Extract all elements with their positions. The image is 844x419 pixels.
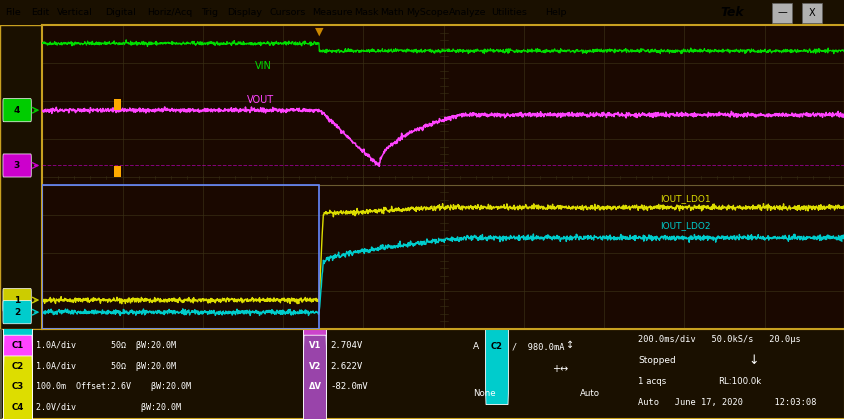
Text: Analyze: Analyze	[448, 8, 486, 17]
Text: MyScope: MyScope	[406, 8, 449, 17]
Text: C1: C1	[12, 341, 24, 349]
Text: Horiz/Acq: Horiz/Acq	[148, 8, 192, 17]
Text: /  980.0mA: / 980.0mA	[511, 342, 564, 352]
Bar	[42, 185, 319, 329]
Text: Display: Display	[227, 8, 262, 17]
Text: 1.0A/div       50Ω  βW:20.0M: 1.0A/div 50Ω βW:20.0M	[36, 341, 176, 349]
Text: VOUT: VOUT	[246, 95, 273, 105]
Text: Stopped: Stopped	[637, 356, 675, 365]
Text: Digital: Digital	[105, 8, 136, 17]
Text: X: X	[808, 8, 814, 18]
Text: 2.704V: 2.704V	[330, 341, 362, 349]
FancyBboxPatch shape	[3, 335, 32, 419]
FancyBboxPatch shape	[3, 289, 31, 312]
Text: Vertical: Vertical	[57, 8, 93, 17]
Text: 200.0ms/div   50.0kS/s   20.0µs: 200.0ms/div 50.0kS/s 20.0µs	[637, 335, 800, 344]
Text: File: File	[5, 8, 21, 17]
Text: Utilities: Utilities	[491, 8, 527, 17]
Text: —: —	[776, 8, 786, 18]
FancyBboxPatch shape	[3, 154, 31, 177]
Text: IOUT_LDO2: IOUT_LDO2	[660, 221, 710, 230]
Text: +↔: +↔	[551, 364, 567, 374]
Text: ΔV: ΔV	[308, 382, 321, 391]
Text: 2.622V: 2.622V	[330, 362, 362, 371]
Text: Math: Math	[380, 8, 403, 17]
Text: 1 acqs: 1 acqs	[637, 377, 665, 385]
FancyBboxPatch shape	[303, 316, 326, 418]
Text: C2: C2	[12, 362, 24, 371]
Bar	[771, 3, 791, 23]
Text: ▼: ▼	[315, 27, 323, 36]
Text: ◀: ◀	[834, 233, 841, 243]
Text: 1.0A/div       50Ω  βW:20.0M: 1.0A/div 50Ω βW:20.0M	[36, 362, 176, 371]
Text: b: b	[115, 167, 120, 176]
Text: 100.0m  Offset:2.6V    βW:20.0M: 100.0m Offset:2.6V βW:20.0M	[36, 382, 191, 391]
Text: None: None	[473, 389, 495, 398]
FancyBboxPatch shape	[3, 356, 32, 419]
Text: RL:100.0k: RL:100.0k	[717, 377, 760, 385]
Text: 3: 3	[14, 161, 20, 170]
Text: V1: V1	[308, 341, 321, 349]
Text: C3: C3	[12, 382, 24, 391]
Text: Measure: Measure	[311, 8, 352, 17]
Text: Trig: Trig	[201, 8, 218, 17]
Text: Auto: Auto	[579, 389, 599, 398]
FancyBboxPatch shape	[3, 316, 32, 418]
FancyBboxPatch shape	[3, 294, 32, 396]
FancyBboxPatch shape	[3, 301, 31, 324]
Text: ↓: ↓	[747, 354, 758, 367]
Text: VIN: VIN	[255, 61, 272, 71]
Text: Tek: Tek	[719, 6, 743, 19]
Text: A: A	[473, 342, 479, 352]
Text: Mask: Mask	[354, 8, 379, 17]
Text: 2: 2	[14, 308, 20, 317]
Text: 1: 1	[14, 295, 20, 305]
Text: -82.0mV: -82.0mV	[330, 382, 367, 391]
Text: ↕: ↕	[565, 340, 573, 350]
Bar	[801, 3, 821, 23]
Text: C4: C4	[12, 403, 24, 412]
Text: Help: Help	[544, 8, 565, 17]
Text: C2: C2	[490, 342, 502, 352]
FancyBboxPatch shape	[3, 98, 31, 122]
Text: IOUT_LDO1: IOUT_LDO1	[660, 194, 710, 203]
FancyBboxPatch shape	[485, 290, 508, 405]
Text: Cursors: Cursors	[269, 8, 306, 17]
FancyBboxPatch shape	[303, 294, 326, 396]
Text: 4: 4	[14, 106, 20, 115]
FancyBboxPatch shape	[303, 335, 326, 419]
Text: V2: V2	[308, 362, 321, 371]
Text: Auto   June 17, 2020      12:03:08: Auto June 17, 2020 12:03:08	[637, 398, 815, 407]
Text: a: a	[115, 100, 120, 109]
Text: Edit: Edit	[31, 8, 49, 17]
Text: 2.0V/div             βW:20.0M: 2.0V/div βW:20.0M	[36, 403, 181, 412]
